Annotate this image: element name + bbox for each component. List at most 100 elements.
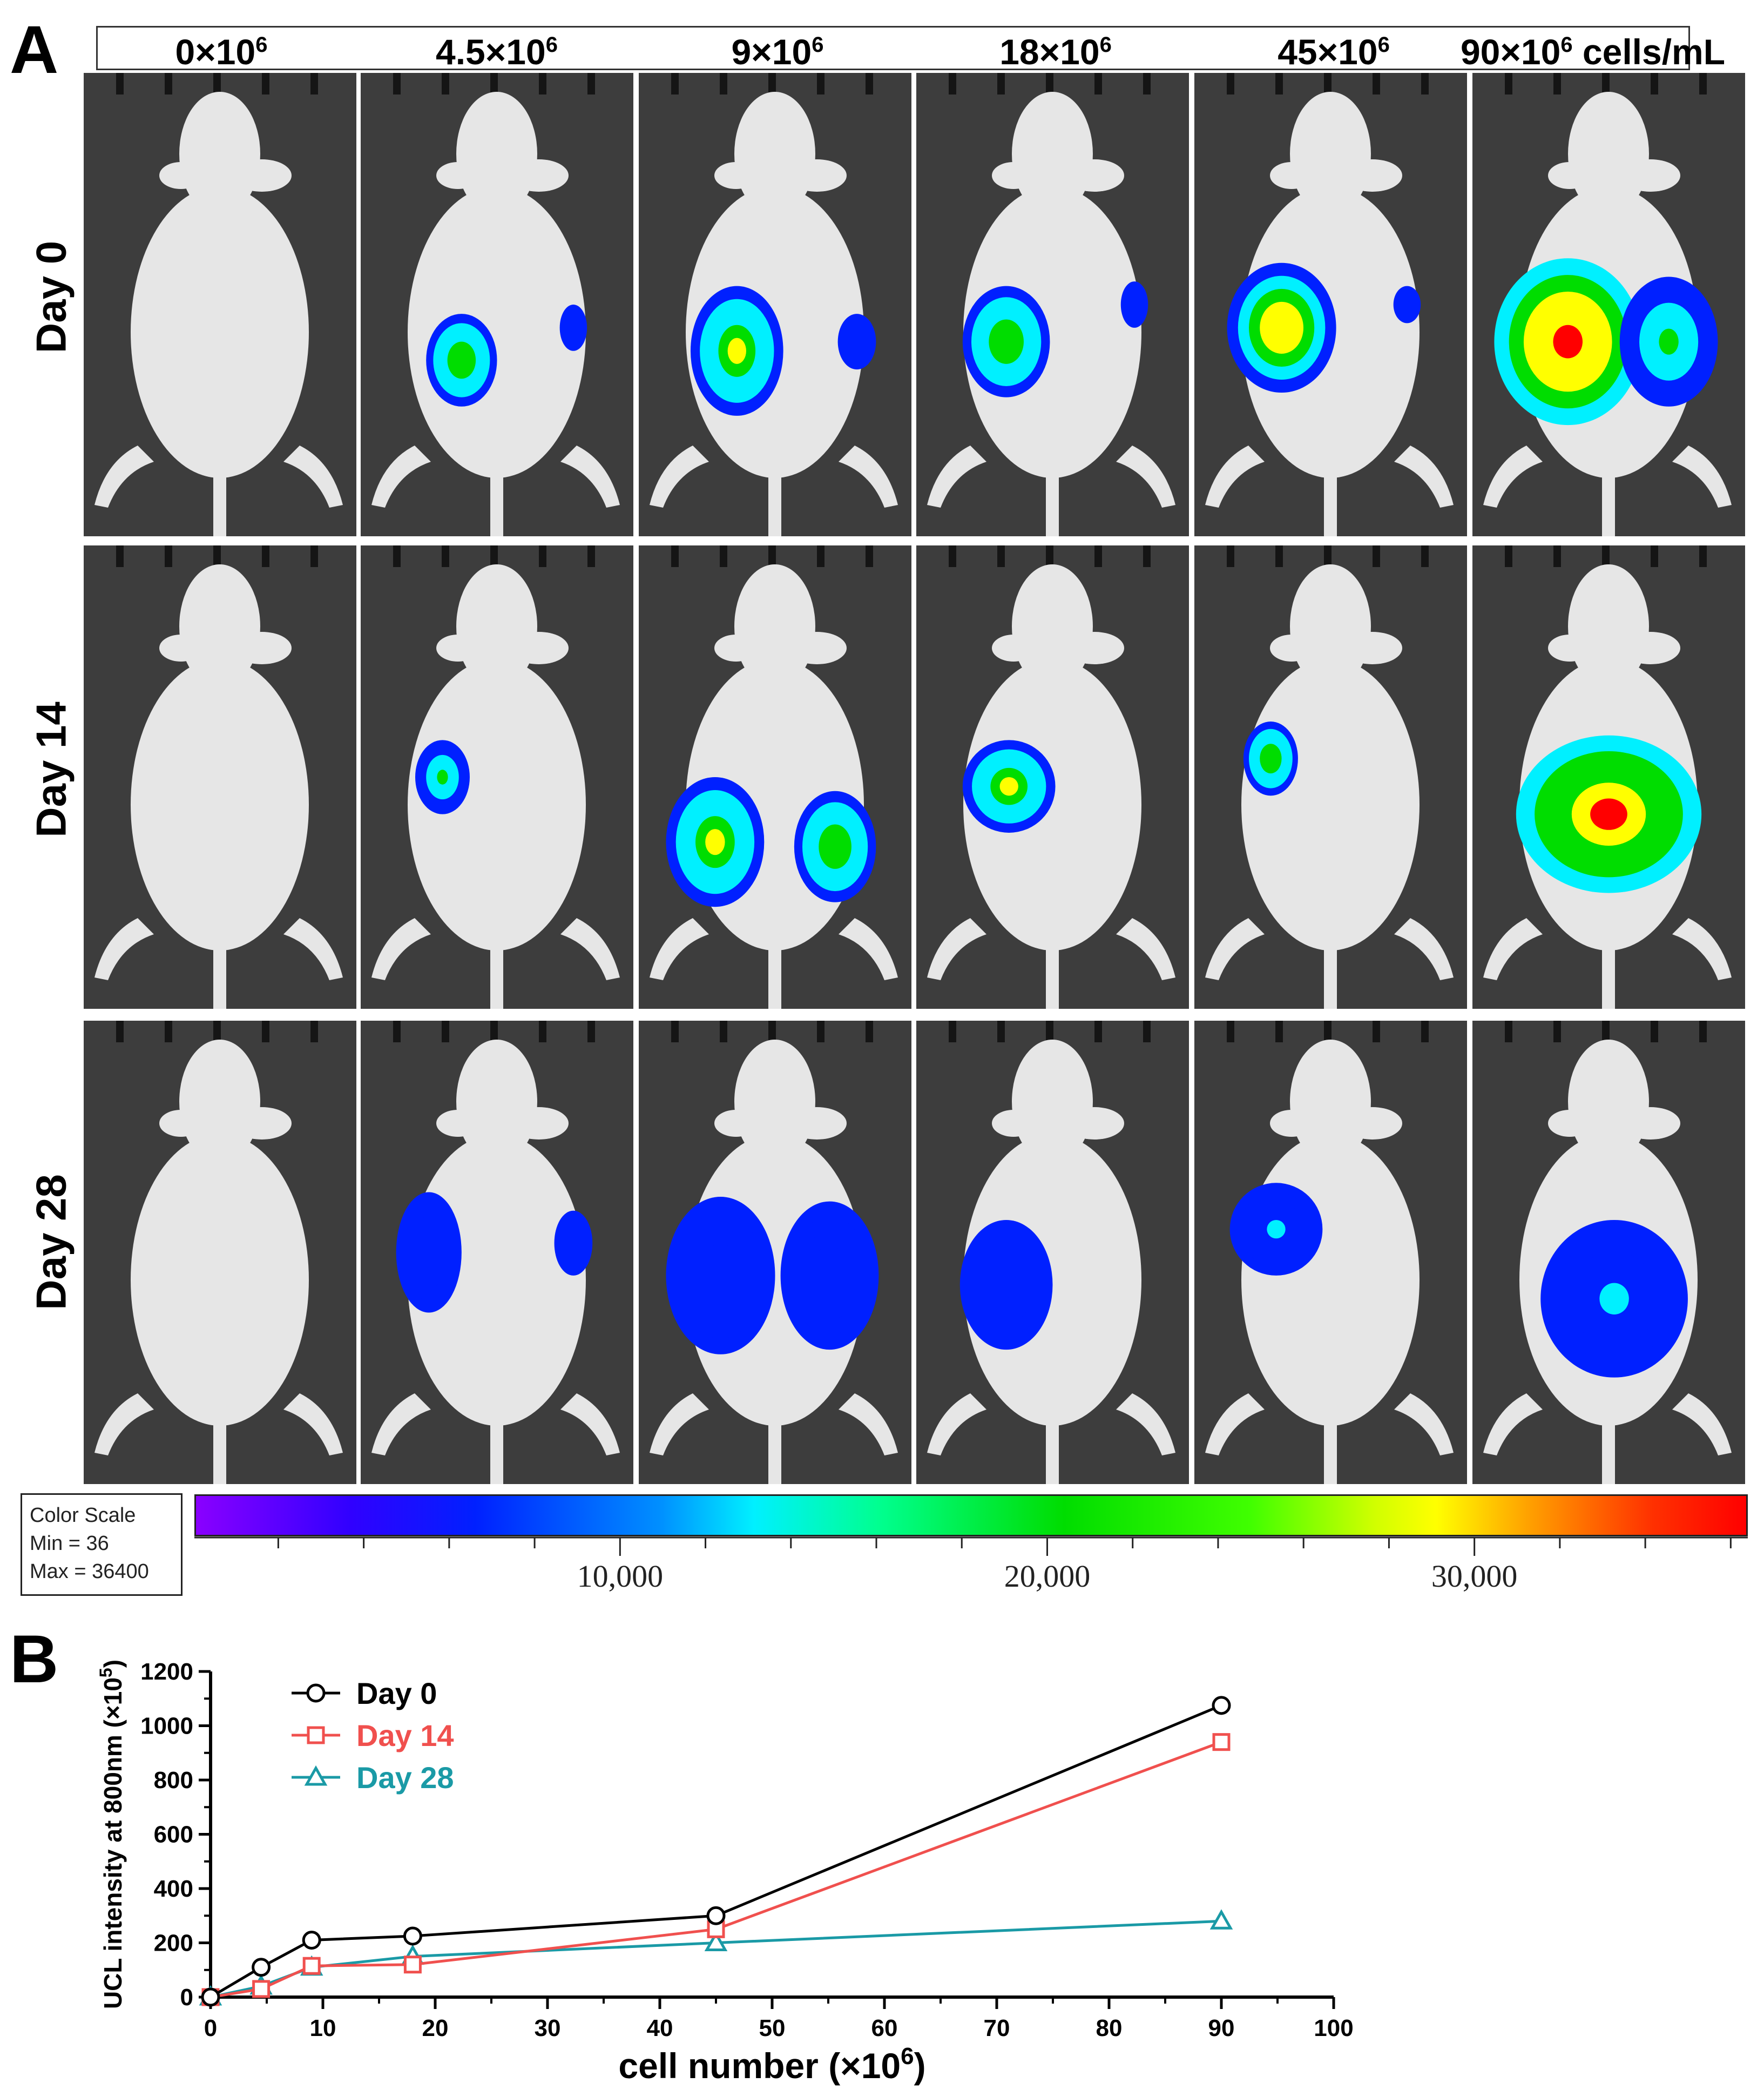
color-scale-tick-label-2: 30,000	[1431, 1559, 1518, 1594]
mouse-image-day-2-col-2	[639, 1021, 911, 1484]
y-tick-label: 600	[154, 1822, 193, 1848]
data-point-day-0	[1212, 1696, 1231, 1715]
heat-signal	[1265, 751, 1276, 766]
column-label-3: 18×106	[999, 31, 1112, 72]
mouse-image-day-0-col-5	[1472, 73, 1745, 536]
legend-marker	[304, 1765, 328, 1786]
line-chart-b: 0 10 20 30 40 50 60 70 80 90 100020040060080010001…	[96, 1658, 1354, 2086]
heat-signal	[1590, 798, 1627, 830]
column-label-1: 4.5×106	[436, 31, 558, 72]
x-tick-label: 50	[759, 2015, 786, 2041]
y-axis-title-exponent: 5	[96, 1668, 116, 1677]
mouse-image-svg	[927, 1021, 1175, 1484]
mouse-image-svg	[1205, 73, 1454, 536]
data-point-day-0	[252, 1958, 271, 1977]
heat-signal	[827, 835, 843, 858]
column-label-0: 0×106	[175, 31, 268, 72]
data-point-day-14	[403, 1956, 422, 1974]
x-tick-label: 10	[310, 2015, 336, 2041]
mouse-image-day-2-col-5	[1472, 1021, 1745, 1484]
data-point-day-14	[302, 1957, 321, 1975]
mouse-image-svg	[1205, 545, 1454, 1009]
column-label-exponent: 6	[1560, 33, 1573, 57]
data-point-day-14	[1212, 1733, 1231, 1751]
heat-signal	[709, 1259, 732, 1292]
column-label-5: 90×106 cells/mL	[1461, 31, 1725, 72]
column-label-base: 18×10	[999, 32, 1100, 72]
mouse-image-day-0-col-3	[916, 73, 1189, 536]
mouse-image-svg	[1483, 545, 1732, 1009]
legend-label: Day 14	[356, 1718, 454, 1752]
mouse-image-day-2-col-4	[1194, 1021, 1467, 1484]
x-axis-title-exponent: 6	[901, 2043, 914, 2069]
column-label-unit: cells/mL	[1572, 32, 1726, 72]
heat-signal	[853, 336, 861, 347]
y-axis-title-end: )	[99, 1660, 127, 1668]
column-label-2: 9×106	[732, 31, 824, 72]
mouse-image-day-2-col-0	[84, 1021, 356, 1484]
legend-label: Day 28	[356, 1761, 454, 1795]
color-scale-title: Color Scale	[30, 1504, 136, 1527]
column-label-base: 0×10	[175, 32, 256, 72]
heat-signal	[1659, 328, 1679, 355]
column-label-base: 45×10	[1278, 32, 1378, 72]
mouse-image-day-1-col-5	[1472, 545, 1745, 1009]
mouse-image-svg	[371, 1021, 620, 1484]
mouse-image-day-0-col-4	[1194, 73, 1467, 536]
color-scale-tick-label-1: 20,000	[1004, 1559, 1091, 1594]
mouse-image-day-1-col-1	[361, 545, 633, 1009]
mouse-image-day-0-col-2	[639, 73, 911, 536]
data-point-day-28	[1209, 1909, 1233, 1930]
y-tick-label: 1000	[140, 1713, 193, 1740]
heat-signal	[454, 350, 469, 370]
column-label-exponent: 6	[1099, 33, 1112, 57]
y-tick-label: 0	[180, 1984, 193, 2011]
data-point-day-0	[201, 1987, 220, 2007]
mouse-image-grid	[81, 71, 1748, 1486]
column-label-exponent: 6	[1377, 33, 1390, 57]
heat-signal	[422, 1240, 436, 1265]
x-axis-title-end: )	[914, 2046, 926, 2086]
mouse-image-svg	[94, 545, 343, 1009]
color-scale-axis	[194, 1536, 1748, 1556]
color-scale-legend: Color Scale Min = 36 Max = 36400	[21, 1493, 183, 1596]
mouse-image-day-0-col-1	[361, 73, 633, 536]
x-tick-label: 70	[984, 2015, 1010, 2041]
y-axis-title-text: UCL intensity at 800nm (×10	[99, 1677, 127, 2009]
column-label-exponent: 6	[812, 33, 824, 57]
heat-signal	[1553, 325, 1583, 359]
heat-signal	[1267, 1219, 1286, 1239]
mouse-image-svg	[650, 1021, 898, 1484]
heat-signal	[997, 331, 1015, 353]
column-header-box	[96, 26, 1690, 70]
y-tick-label: 1200	[140, 1658, 193, 1685]
column-label-base: 4.5×10	[436, 32, 546, 72]
mouse-image-svg	[1205, 1021, 1454, 1484]
data-point-day-0	[403, 1926, 422, 1946]
heat-signal	[569, 1236, 577, 1250]
x-axis-title: cell number (×106)	[618, 2043, 925, 2086]
x-tick-label: 100	[1314, 2015, 1353, 2041]
x-axis-title-text: cell number (×10	[618, 2046, 901, 2086]
column-label-exponent: 6	[255, 33, 268, 57]
data-point-day-0	[302, 1930, 321, 1950]
heat-signal	[570, 323, 576, 333]
y-tick-label: 400	[154, 1876, 193, 1902]
x-tick-label: 20	[422, 2015, 449, 2041]
heat-signal	[820, 1260, 840, 1291]
x-tick-label: 0	[204, 2015, 217, 2041]
mouse-image-day-1-col-4	[1194, 545, 1467, 1009]
x-tick-label: 30	[535, 2015, 561, 2041]
color-scale-bar	[194, 1494, 1748, 1536]
row-label-2: Day 28	[27, 1174, 75, 1310]
mouse-image-day-2-col-3	[916, 1021, 1189, 1484]
heat-signal	[1404, 301, 1410, 308]
data-point-day-14	[252, 1980, 271, 1998]
y-tick-label: 800	[154, 1767, 193, 1794]
heat-signal	[1270, 314, 1293, 341]
mouse-image-svg	[927, 73, 1175, 536]
y-tick-label: 200	[154, 1930, 193, 1957]
mouse-image-svg	[650, 545, 898, 1009]
x-tick-label: 90	[1208, 2015, 1235, 2041]
panel-b-letter: B	[10, 1622, 59, 1697]
